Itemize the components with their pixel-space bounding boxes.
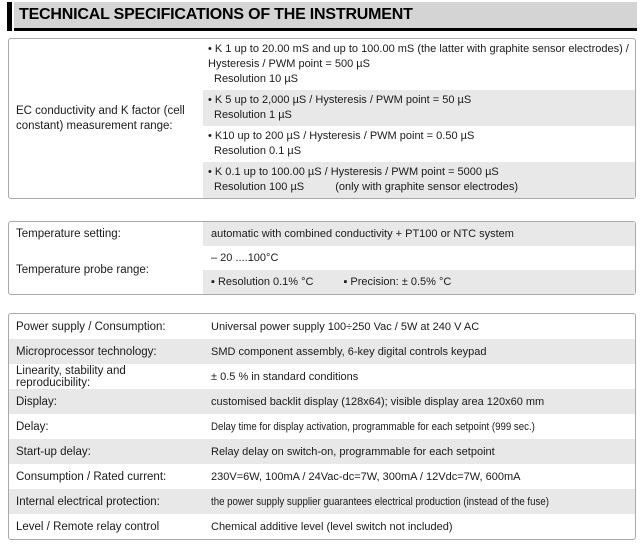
ec-range-row-k1: • K 1 up to 20.00 mS and up to 100.00 mS… [203,39,635,90]
general-spec-table: Power supply / Consumption: Universal po… [8,313,636,540]
ec-resolution-value: Resolution 100 µS [214,181,305,193]
spec-value-delay: Delay time for display activation, progr… [203,414,635,439]
temperature-setting-value: automatic with combined conductivity + P… [203,222,635,246]
spec-value-electrical-protection: the power supply supplier guarantees ele… [203,489,635,514]
ec-electrode-note: (only with graphite sensor electrodes) [335,181,518,193]
ec-range-line: Hysteresis / PWM point = 500 µS [208,58,370,70]
spec-label-startup-delay: Start-up delay: [9,439,203,464]
temperature-precision-value: ▪ Precision: ± 0.5% °C [343,276,452,288]
temperature-probe-label: Temperature probe range: [16,264,149,276]
spec-value-microprocessor: SMD component assembly, 6-key digital co… [203,339,635,364]
section-header: TECHNICAL SPECIFICATIONS OF THE INSTRUME… [7,2,637,31]
header-band: TECHNICAL SPECIFICATIONS OF THE INSTRUME… [14,2,637,31]
spec-label-linearity: Linearity, stability and reproducibility… [16,364,126,389]
spec-label-microprocessor: Microprocessor technology: [9,339,203,364]
temperature-table: Temperature setting: automatic with comb… [8,221,636,295]
ec-range-line: • K 5 up to 2,000 µS / Hysteresis / PWM … [208,94,472,106]
header-accent-bar [7,2,12,31]
ec-range-line: • K10 up to 200 µS / Hysteresis / PWM po… [208,130,475,142]
temperature-resolution-value: ▪ Resolution 0.1% °C [211,276,314,288]
spec-value-power-supply: Universal power supply 100÷250 Vac / 5W … [211,320,480,333]
ec-range-row-k5: • K 5 up to 2,000 µS / Hysteresis / PWM … [203,90,635,126]
spec-label-display: Display: [9,389,203,414]
spec-label-power-supply: Power supply / Consumption: [16,320,166,333]
ec-range-line: • K 1 up to 20.00 mS and up to 100.00 mS… [208,43,629,55]
spec-label-level-relay: Level / Remote relay control [16,520,160,533]
ec-measurement-label: EC conductivity and K factor (cell const… [16,104,185,132]
ec-resolution-line: Resolution 0.1 µS [214,145,302,157]
spec-value-display: customised backlit display (128x64); vis… [203,389,635,414]
temperature-setting-label: Temperature setting: [16,228,121,240]
spec-value-delay-text: Delay time for display activation, progr… [211,420,535,433]
spec-value-startup-delay: Relay delay on switch-on, programmable f… [203,439,635,464]
ec-measurement-table: EC conductivity and K factor (cell const… [8,38,636,199]
page-title: TECHNICAL SPECIFICATIONS OF THE INSTRUME… [19,6,413,23]
temperature-probe-range-value: – 20 ....100°C [211,252,279,264]
temperature-probe-accuracy-row: ▪ Resolution 0.1% °C ▪ Precision: ± 0.5%… [203,270,635,294]
spec-value-level-relay: Chemical additive level (level switch no… [211,520,453,533]
ec-resolution-line: Resolution 10 µS [214,73,298,85]
spec-label-rated-current: Consumption / Rated current: [16,470,167,483]
ec-measurement-rows: • K 1 up to 20.00 mS and up to 100.00 mS… [203,39,635,198]
ec-resolution-line: Resolution 100 µS (only with graphite se… [208,180,631,195]
spec-label-delay: Delay: [16,420,49,433]
ec-range-row-k01: • K 0.1 up to 100.00 µS / Hysteresis / P… [203,162,635,198]
spec-value-electrical-protection-text: the power supply supplier guarantees ele… [211,495,549,508]
ec-range-line: • K 0.1 up to 100.00 µS / Hysteresis / P… [208,166,499,178]
ec-resolution-line: Resolution 1 µS [214,109,292,121]
ec-range-row-k10: • K10 up to 200 µS / Hysteresis / PWM po… [203,126,635,162]
spec-label-electrical-protection: Internal electrical protection: [9,489,203,514]
spec-value-rated-current: 230V=6W, 100mA / 24Vac-dc=7W, 300mA / 12… [211,470,521,483]
spec-value-linearity: ± 0.5 % in standard conditions [211,370,359,383]
